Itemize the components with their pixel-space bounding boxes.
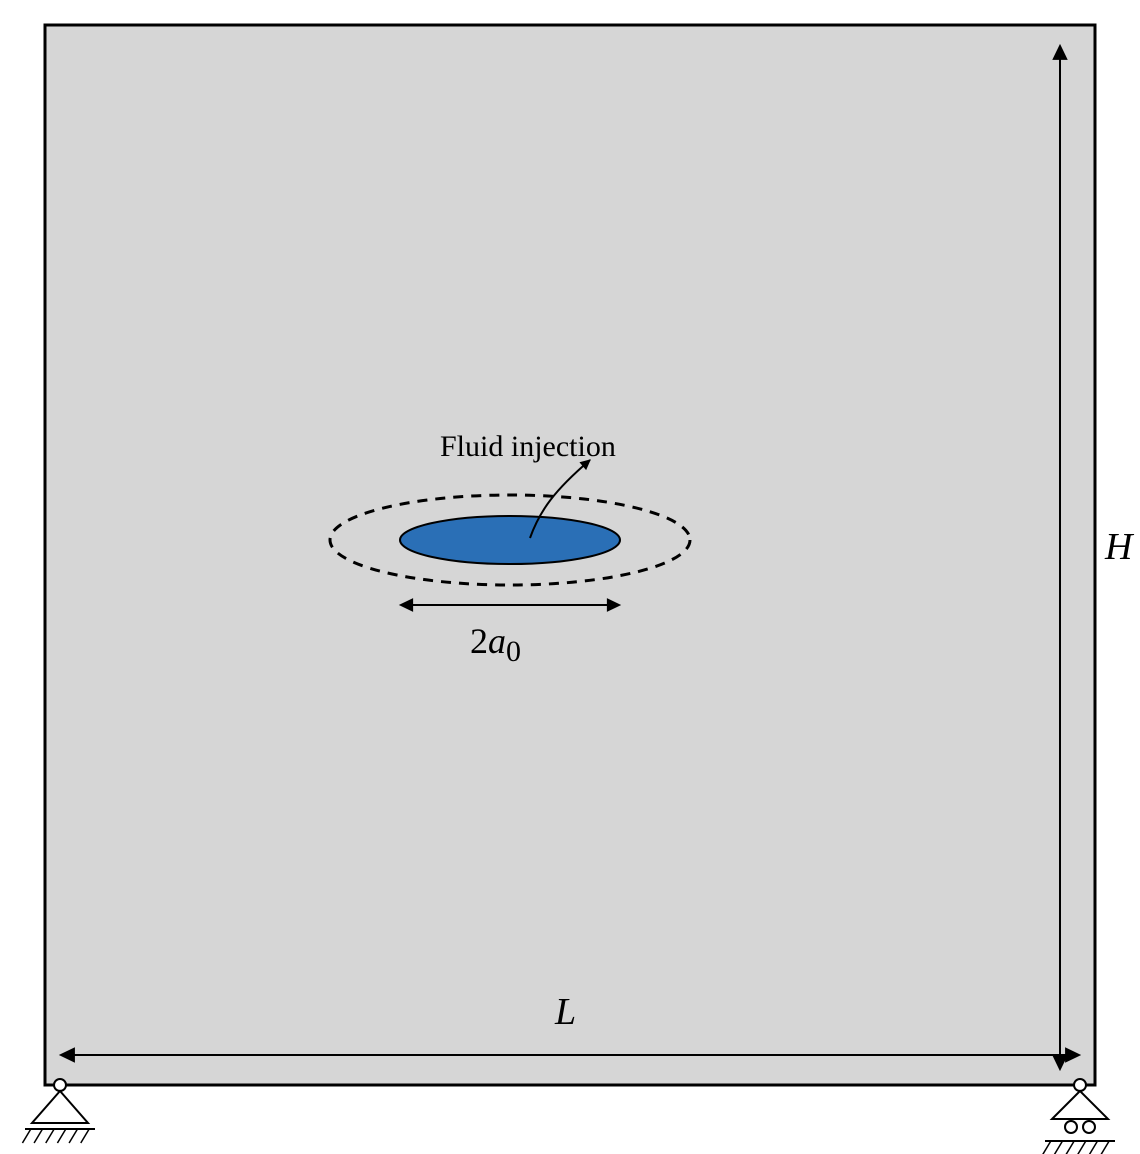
domain-width-label: L [555, 990, 576, 1034]
domain-height-label: H [1105, 525, 1132, 569]
diagram-svg [0, 0, 1140, 1154]
fluid-injection-label: Fluid injection [440, 430, 616, 464]
diagram-stage: Fluid injection 2a0 L H [0, 0, 1140, 1154]
crack-length-label: 2a0 [470, 620, 521, 669]
